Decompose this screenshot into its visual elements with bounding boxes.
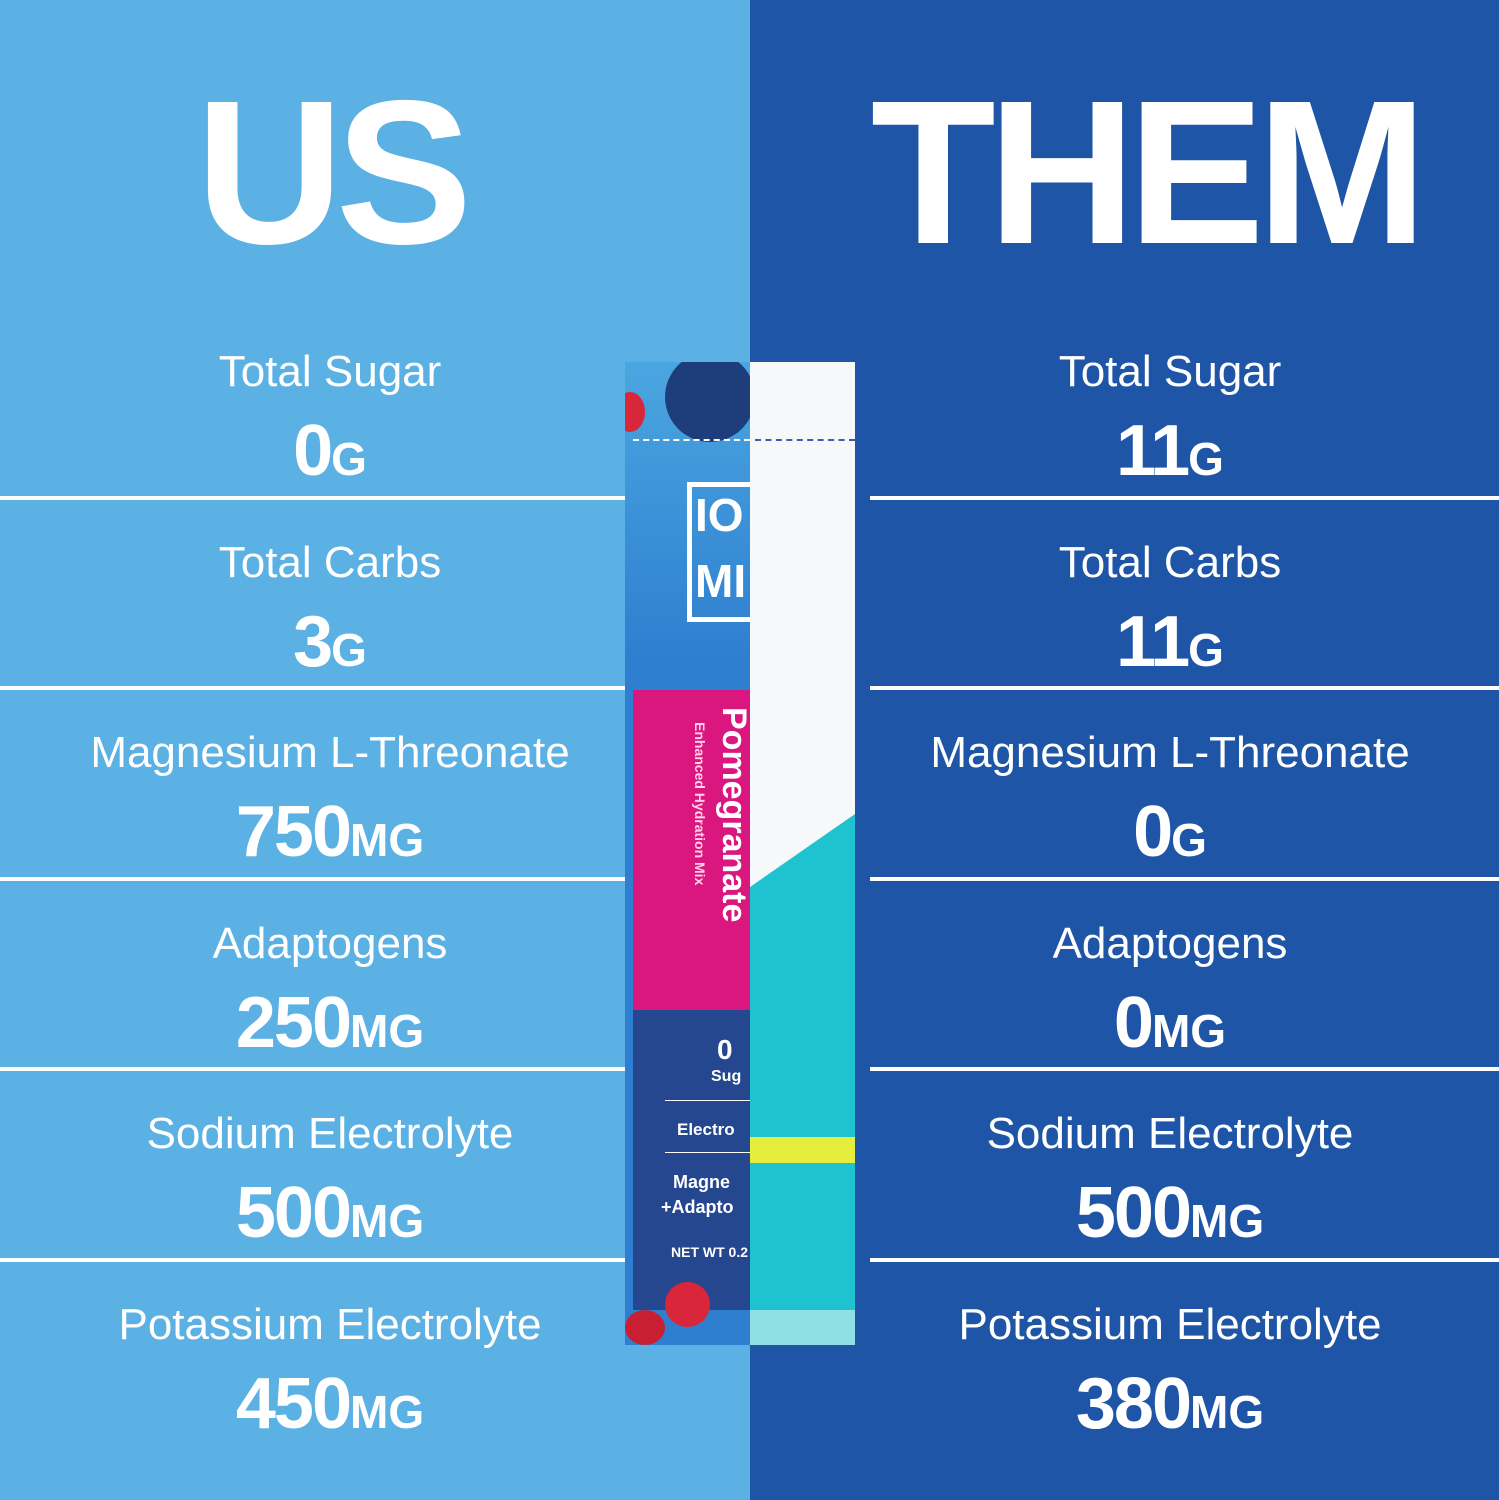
value-amount: 0 (293, 411, 333, 491)
packet-flavor: Pomegranate (715, 707, 750, 923)
row-value: 0MG (800, 987, 1499, 1059)
value-amount: 3 (293, 601, 333, 682)
row-label: Adaptogens (212, 918, 448, 968)
row-value: 0G (0, 415, 700, 487)
value-unit: G (331, 623, 367, 676)
row-label: Sodium Electrolyte (986, 1109, 1354, 1158)
value-unit: G (331, 433, 367, 485)
row-value: 11G (800, 606, 1499, 678)
row-label: Magnesium L-Threonate (930, 728, 1410, 777)
value-amount: 380 (1075, 1363, 1192, 1444)
value-unit: MG (350, 1385, 425, 1438)
row-value: 380MG (800, 1368, 1499, 1440)
value-amount: 11 (1116, 601, 1190, 682)
packet-subtitle: Enhanced Hydration Mix (692, 722, 708, 886)
value-amount: 500 (1075, 1173, 1192, 1253)
packet-text: Electro (677, 1120, 735, 1139)
value-unit: G (1188, 623, 1224, 676)
row-label: Sodium Electrolyte (146, 1109, 514, 1158)
row-label: Potassium Electrolyte (118, 1299, 542, 1349)
row-value: 750MG (0, 796, 700, 868)
us-title: US (195, 58, 473, 287)
row-value: 3G (0, 606, 700, 678)
row-value: 450MG (0, 1368, 700, 1440)
value-unit: MG (350, 814, 425, 866)
value-unit: MG (350, 1195, 425, 1247)
row-label: Total Sugar (218, 347, 442, 396)
value-unit: MG (1151, 1004, 1227, 1057)
value-unit: MG (1190, 1195, 1265, 1247)
packet-claim: 0 (717, 1034, 733, 1065)
value-unit: G (1171, 814, 1207, 866)
packet-text: Magne (673, 1172, 731, 1192)
value-amount: 0 (1133, 792, 1173, 872)
value-unit: MG (1190, 1385, 1265, 1438)
row-value: 0G (800, 796, 1499, 868)
value-amount: 11 (1116, 411, 1190, 491)
value-amount: 500 (235, 1173, 352, 1253)
row-label: Total Carbs (1058, 537, 1282, 587)
packet: IO MI Pomegranate Enhanced Hydration Mix… (625, 362, 870, 1345)
packet-logo: IO (695, 489, 744, 541)
value-amount: 450 (235, 1363, 352, 1444)
them-title: THEM (870, 58, 1428, 287)
them-panel (750, 0, 1499, 1500)
row-label: Potassium Electrolyte (958, 1299, 1382, 1349)
value-amount: 250 (235, 982, 352, 1063)
row-value: 11G (800, 415, 1499, 487)
packet-claim-word: Sug (711, 1068, 742, 1085)
row-label: Total Sugar (1058, 347, 1282, 396)
row-value: 500MG (0, 1177, 700, 1249)
row-value: 500MG (800, 1177, 1499, 1249)
value-amount: 0 (1113, 982, 1154, 1063)
value-unit: G (1188, 433, 1224, 485)
row-label: Magnesium L-Threonate (90, 728, 570, 777)
row-label: Adaptogens (1052, 918, 1288, 968)
row-label: Total Carbs (218, 537, 442, 587)
row-value: 250MG (0, 987, 700, 1059)
their-packet (750, 362, 870, 1345)
packet-logo: MI (695, 555, 747, 607)
packet-text: +Adapto (661, 1197, 734, 1217)
packet-weight: NET WT 0.2 (671, 1244, 749, 1260)
value-amount: 750 (235, 792, 352, 872)
value-unit: MG (350, 1004, 425, 1057)
our-packet: IO MI Pomegranate Enhanced Hydration Mix… (625, 362, 750, 1345)
their-packet-art (750, 362, 870, 1345)
